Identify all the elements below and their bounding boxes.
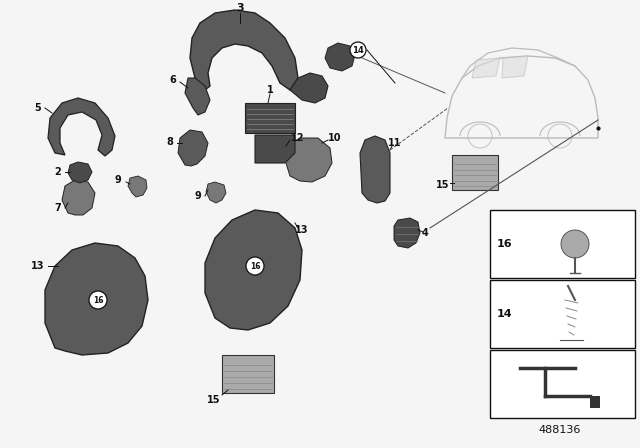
Text: 4: 4: [422, 228, 428, 238]
Polygon shape: [178, 130, 208, 166]
Polygon shape: [290, 73, 328, 103]
Polygon shape: [325, 43, 355, 71]
Polygon shape: [205, 210, 302, 330]
Circle shape: [350, 42, 366, 58]
Text: 15: 15: [436, 180, 450, 190]
Text: 11: 11: [388, 138, 402, 148]
Polygon shape: [128, 176, 147, 197]
Polygon shape: [45, 243, 148, 355]
Text: 488136: 488136: [539, 425, 581, 435]
Bar: [490, 350, 635, 418]
Polygon shape: [48, 98, 115, 156]
Bar: [490, 280, 635, 348]
Polygon shape: [285, 138, 332, 182]
Bar: [490, 210, 635, 278]
Text: 13: 13: [295, 225, 308, 235]
Text: 2: 2: [54, 167, 61, 177]
Polygon shape: [190, 10, 298, 90]
Circle shape: [561, 230, 589, 258]
Polygon shape: [185, 78, 210, 115]
Text: 1: 1: [267, 85, 273, 95]
Text: 14: 14: [352, 46, 364, 55]
Text: 6: 6: [170, 75, 177, 85]
Bar: [452, 155, 498, 190]
Text: 15: 15: [207, 395, 221, 405]
Bar: [222, 355, 274, 393]
Polygon shape: [255, 135, 295, 163]
Polygon shape: [68, 162, 92, 183]
Bar: [245, 103, 295, 133]
Polygon shape: [394, 218, 420, 248]
Text: 13: 13: [31, 261, 45, 271]
Text: 7: 7: [54, 203, 61, 213]
Polygon shape: [590, 396, 600, 408]
Text: 16: 16: [250, 262, 260, 271]
Circle shape: [246, 257, 264, 275]
Text: 5: 5: [35, 103, 42, 113]
Text: 3: 3: [236, 3, 244, 13]
Text: 12: 12: [291, 133, 305, 143]
Text: 16: 16: [93, 296, 103, 305]
Circle shape: [89, 291, 107, 309]
Text: 9: 9: [115, 175, 122, 185]
Polygon shape: [62, 180, 95, 215]
Text: 14: 14: [497, 309, 513, 319]
Text: 16: 16: [497, 239, 513, 249]
Polygon shape: [360, 136, 390, 203]
Text: 8: 8: [166, 137, 173, 147]
Polygon shape: [502, 56, 528, 78]
Polygon shape: [206, 182, 226, 203]
Text: 9: 9: [195, 191, 202, 201]
Polygon shape: [472, 58, 500, 78]
Text: 10: 10: [328, 133, 342, 143]
